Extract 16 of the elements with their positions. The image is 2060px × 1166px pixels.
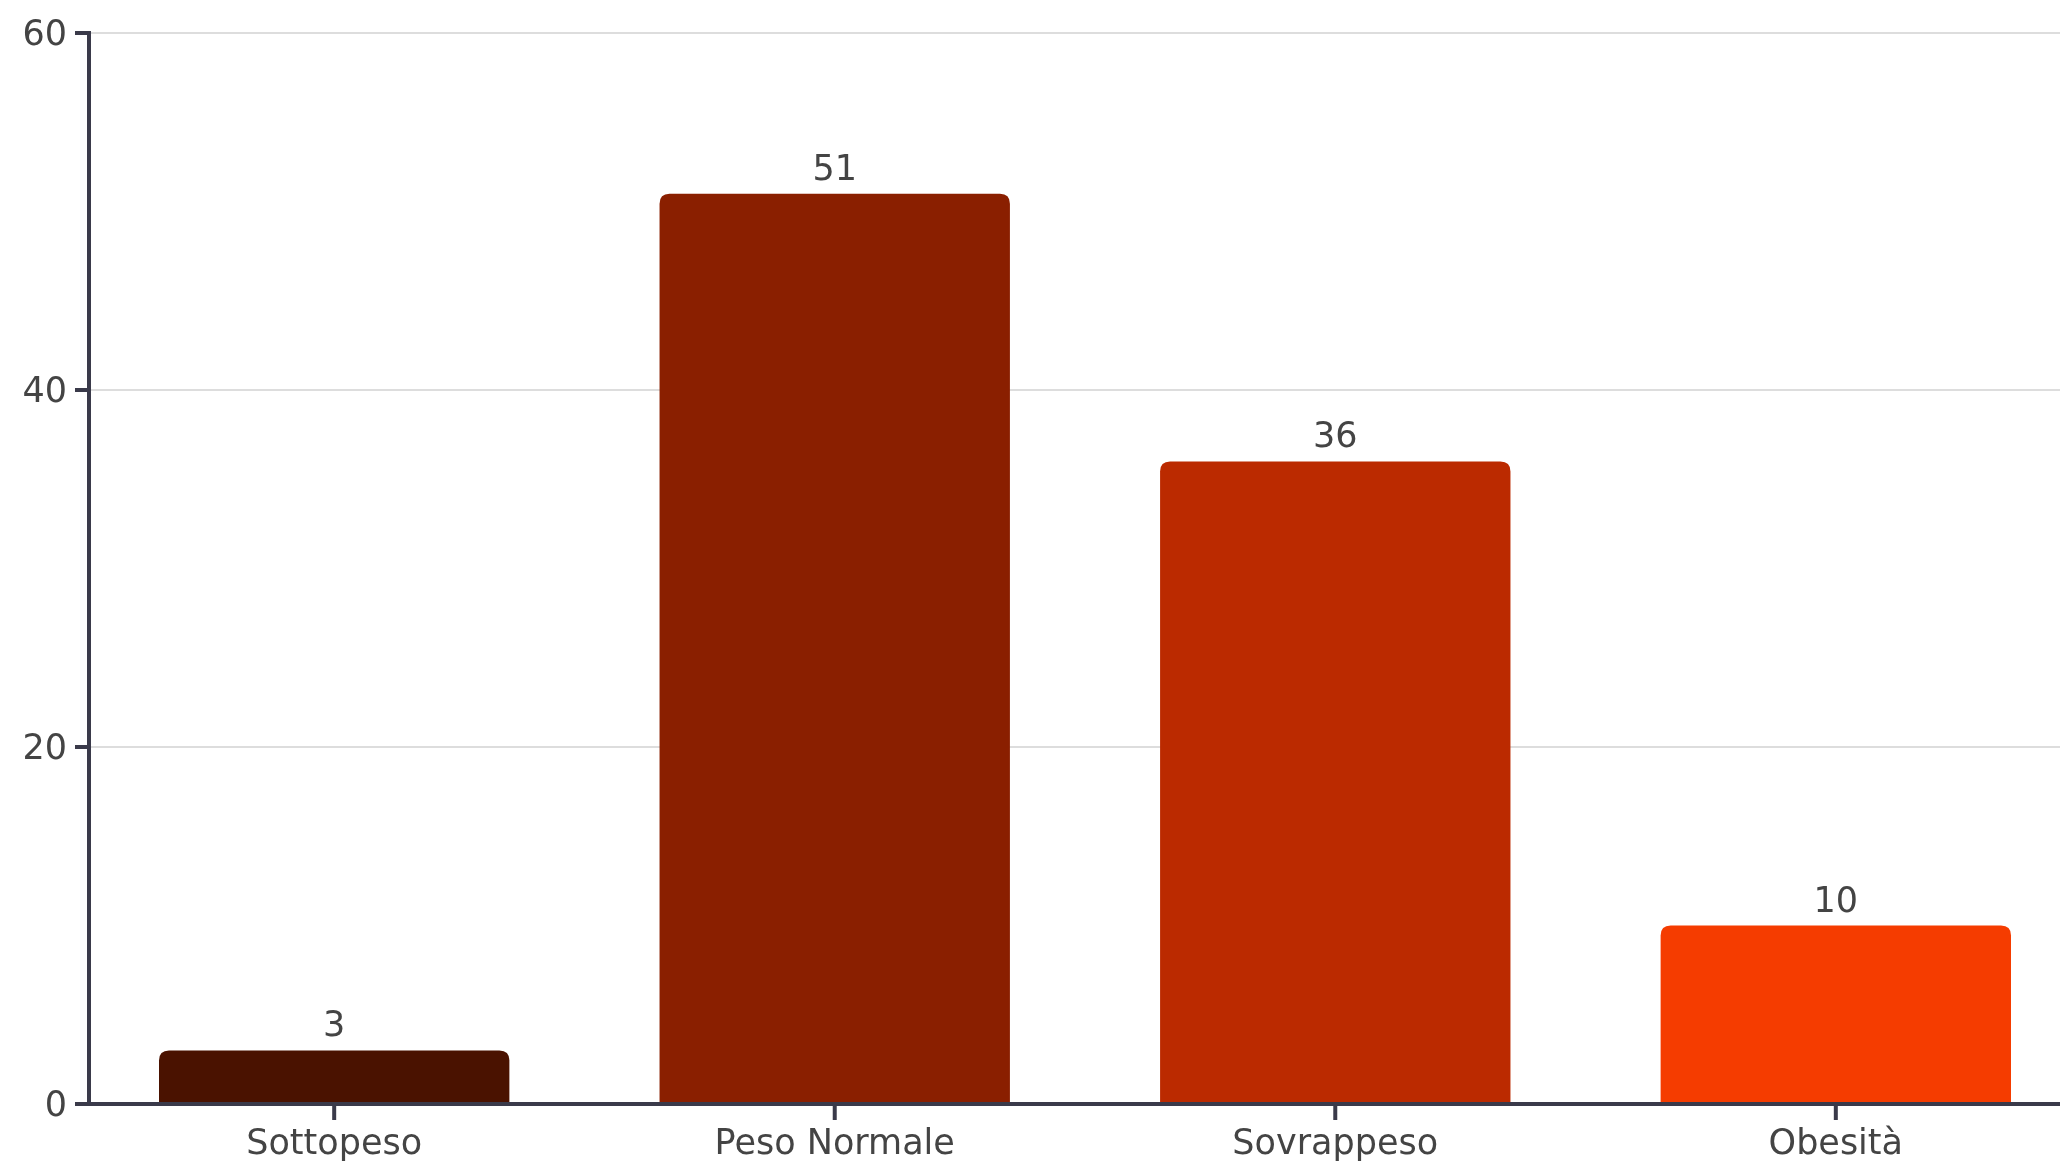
data-label: 36 [1313, 415, 1358, 456]
x-tick-label: Peso Normale [714, 1122, 955, 1162]
data-label: 3 [323, 1004, 346, 1045]
bar [1160, 461, 1511, 1104]
x-tick-label: Sovrappeso [1232, 1122, 1439, 1162]
bar [659, 193, 1010, 1104]
x-tick-label: Sottopeso [246, 1122, 423, 1162]
data-label: 10 [1813, 879, 1859, 920]
bar [1660, 925, 2011, 1104]
y-tick-label: 40 [22, 370, 67, 411]
x-tick-label: Obesità [1768, 1122, 1904, 1162]
y-tick-label: 60 [22, 13, 67, 54]
y-tick-label: 20 [22, 727, 67, 768]
y-tick-label: 0 [44, 1084, 67, 1125]
bar [159, 1050, 510, 1104]
data-label: 51 [812, 147, 857, 188]
